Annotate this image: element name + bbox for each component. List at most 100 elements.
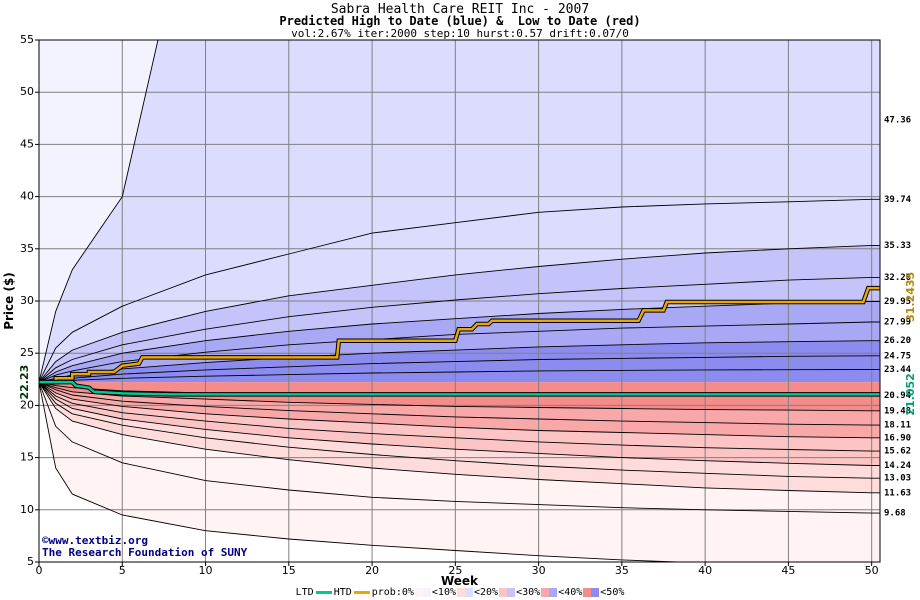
chart-title: Sabra Health Care REIT Inc - 2007 xyxy=(330,2,590,17)
upper-band-3 xyxy=(39,245,880,383)
percentile-label-0: 47.36 xyxy=(884,115,911,125)
upper-band-6 xyxy=(39,321,880,383)
legend-band-10: <10% xyxy=(431,587,456,598)
lower-band-7 xyxy=(39,382,880,493)
percentile-label-2: 35.33 xyxy=(884,241,911,251)
legend-swatch-40 xyxy=(583,588,600,597)
x-tick-label-50: 50 xyxy=(865,564,879,577)
ltd-line xyxy=(39,380,880,396)
x-tick-label-30: 30 xyxy=(532,564,546,577)
percentile-line-13 xyxy=(39,381,880,452)
percentile-label-8: 23.44 xyxy=(884,365,912,375)
percentile-line-10 xyxy=(39,381,880,412)
lower-band-3 xyxy=(39,382,880,438)
percentile-line-8 xyxy=(39,369,880,383)
y-axis-title: Price ($) xyxy=(2,272,16,330)
percentile-label-15: 13.03 xyxy=(884,474,911,484)
percentile-label-13: 15.62 xyxy=(884,447,911,457)
percentile-label-14: 14.24 xyxy=(884,461,912,471)
y-tick-label-30: 30 xyxy=(20,294,34,307)
lower-band-9 xyxy=(39,382,880,562)
legend-ltd-label: LTD xyxy=(295,587,314,598)
percentile-label-1: 39.74 xyxy=(884,195,912,205)
x-tick-label-0: 0 xyxy=(36,564,43,577)
y-tick-label-40: 40 xyxy=(20,190,34,203)
percentile-label-7: 24.75 xyxy=(884,351,911,361)
chart-labels: 0 5 10 15 20 25 30 35 40 45 5051015202530354045505… xyxy=(2,33,917,588)
percentile-line-17 xyxy=(39,381,880,514)
upper-band-5 xyxy=(39,301,880,383)
x-tick-label-10: 10 xyxy=(199,564,213,577)
legend-htd-label: HTD xyxy=(333,587,352,598)
percentile-line-15 xyxy=(39,381,880,479)
percentile-line-11 xyxy=(39,381,880,426)
y-tick-label-35: 35 xyxy=(20,242,34,255)
percentile-label-11: 18.11 xyxy=(884,421,911,431)
upper-band-inner xyxy=(39,369,880,383)
percentile-label-17: 9.68 xyxy=(884,509,906,519)
percentile-line-2 xyxy=(39,244,880,383)
y-tick-label-10: 10 xyxy=(20,503,34,516)
price-series xyxy=(39,285,880,397)
x-tick-label-20: 20 xyxy=(365,564,379,577)
percentile-line-18 xyxy=(39,382,691,562)
legend-htd-swatch xyxy=(353,591,370,594)
upper-band-1 xyxy=(39,40,880,383)
y-tick-label-20: 20 xyxy=(20,398,34,411)
x-tick-label-15: 15 xyxy=(282,564,296,577)
y-tick-label-50: 50 xyxy=(20,85,34,98)
upper-band-8 xyxy=(39,355,880,383)
lower-band-2 xyxy=(39,382,880,426)
watermark-org: The Research Foundation of SUNY xyxy=(42,546,248,559)
percentile-line-3 xyxy=(39,276,880,383)
legend-swatch-20 xyxy=(499,588,516,597)
percentile-label-6: 26.20 xyxy=(884,336,911,346)
percentile-label-4: 29.95 xyxy=(884,297,911,307)
legend-swatch-10 xyxy=(457,588,473,597)
legend-prob-label: prob:0% xyxy=(371,587,414,598)
x-tick-label-40: 40 xyxy=(698,564,712,577)
x-tick-label-45: 45 xyxy=(781,564,795,577)
percentile-line-12 xyxy=(39,381,880,439)
percentile-label-10: 19.48 xyxy=(884,406,911,416)
x-tick-label-35: 35 xyxy=(615,564,629,577)
percentile-lines xyxy=(39,40,880,562)
y-tick-label-15: 15 xyxy=(20,451,34,464)
percentile-label-12: 16.90 xyxy=(884,433,911,443)
legend-band-50: <50% xyxy=(600,587,625,598)
percentile-line-16 xyxy=(39,381,880,494)
legend-swatch-0 xyxy=(414,588,431,597)
start-price-label: 22.23 xyxy=(18,365,31,400)
percentile-line-5 xyxy=(39,321,880,383)
lower-band-6 xyxy=(39,382,880,479)
probability-bands xyxy=(39,40,880,562)
htd-final-label: 31.2435 xyxy=(904,272,917,322)
y-tick-label-25: 25 xyxy=(20,346,34,359)
htd-line xyxy=(39,286,880,384)
upper-band-2 xyxy=(39,199,880,383)
legend-swatch-30 xyxy=(541,588,558,597)
ltd-final-label: 21.052 xyxy=(904,373,917,415)
chart-axes xyxy=(35,39,881,566)
y-tick-label-45: 45 xyxy=(20,137,34,150)
percentile-label-5: 27.99 xyxy=(884,317,911,327)
x-tick-label-5: 5 xyxy=(119,564,126,577)
percentile-line-14 xyxy=(39,381,880,466)
legend-band-30: <30% xyxy=(516,587,541,598)
legend-ltd-swatch xyxy=(315,591,332,594)
percentile-label-3: 32.26 xyxy=(884,273,911,283)
x-tick-label-25: 25 xyxy=(448,564,462,577)
chart-parameters: vol:2.67% iter:2000 step:10 hurst:0.57 d… xyxy=(291,27,629,40)
upper-band-0 xyxy=(39,40,158,383)
percentile-line-0 xyxy=(39,40,159,383)
percentile-label-9: 20.94 xyxy=(884,391,912,401)
legend-band-40: <40% xyxy=(558,587,583,598)
watermark-url: ©www.textbiz.org xyxy=(42,534,148,547)
percentile-line-1 xyxy=(39,198,880,383)
legend-band-20: <20% xyxy=(474,587,499,598)
y-tick-label-55: 55 xyxy=(20,33,34,46)
chart-subtitle: Predicted High to Date (blue) & Low to D… xyxy=(279,14,641,28)
x-axis-title: Week xyxy=(441,574,479,588)
